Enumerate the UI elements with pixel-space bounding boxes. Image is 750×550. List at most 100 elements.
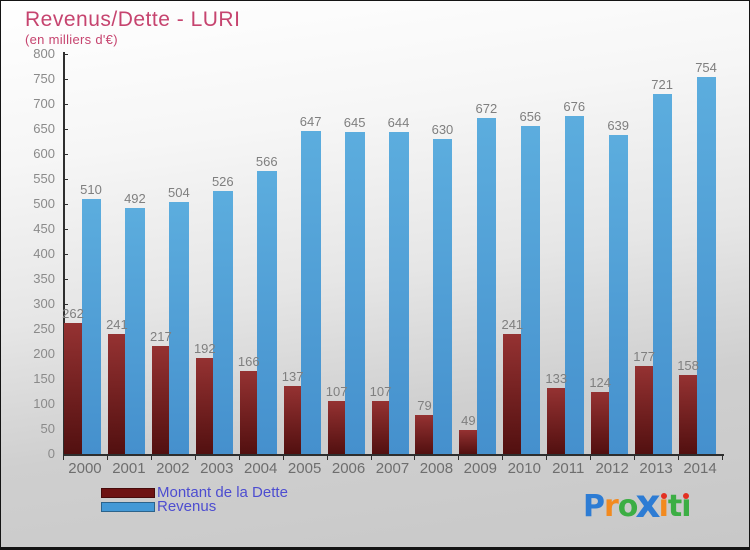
y-axis-label: 50: [40, 421, 55, 436]
x-axis-label: 2000: [68, 460, 102, 477]
x-tick: [722, 454, 723, 460]
bar-dette: [107, 333, 126, 454]
bar-dette: [195, 358, 214, 454]
bar-value-label: 639: [607, 117, 630, 133]
bar-revenus: [432, 139, 453, 454]
bar-value-label: 492: [124, 191, 146, 206]
x-axis-label: 2006: [331, 460, 366, 477]
y-tick: [63, 79, 68, 80]
y-axis-label: 450: [33, 221, 55, 236]
x-tick: [502, 454, 504, 460]
x-tick: [678, 454, 680, 460]
x-tick: [590, 454, 592, 460]
bar-value-label: 647: [299, 113, 322, 129]
bar-dette: [151, 345, 170, 454]
x-axis-label: 2008: [419, 460, 454, 477]
logo-letter-dot: [660, 493, 667, 499]
y-axis-label: 150: [33, 371, 55, 386]
legend-swatch-revenus: [101, 502, 155, 512]
y-tick: [63, 54, 68, 55]
bar-dette: [283, 385, 302, 454]
bar-value-label: 137: [281, 368, 304, 384]
bar-value-label: 192: [193, 341, 216, 356]
y-axis-label: 350: [33, 271, 55, 286]
x-axis-label: 2007: [375, 460, 410, 477]
legend-item-dette: Montant de la Dette: [101, 484, 288, 501]
y-tick: [63, 254, 68, 255]
bar-revenus: [257, 171, 277, 454]
bar-dette: [503, 333, 521, 454]
bar-value-label: 49: [461, 412, 476, 428]
y-axis-label: 750: [33, 71, 55, 86]
logo-letter: r: [604, 489, 619, 524]
bar-revenus: [301, 130, 321, 454]
logo-letter: P: [583, 489, 605, 524]
x-axis-label: 2013: [639, 460, 673, 477]
x-tick: [546, 454, 548, 460]
bar-value-label: 133: [545, 370, 568, 386]
y-axis-label: 700: [33, 96, 55, 111]
y-tick: [63, 454, 68, 455]
bar-dette: [635, 365, 653, 454]
y-tick: [63, 154, 68, 155]
x-tick: [458, 454, 460, 460]
logo-letter-dot: [683, 493, 690, 499]
bar-dette: [239, 371, 258, 454]
logo-letter: ı: [681, 489, 692, 524]
bar-revenus: [652, 93, 673, 454]
y-tick: [63, 179, 68, 180]
x-axis-label: 2004: [243, 460, 278, 477]
y-tick: [63, 304, 68, 305]
x-tick: [106, 454, 108, 460]
bar-dette: [679, 375, 697, 454]
bar-value-label: 79: [417, 397, 432, 413]
logo-letter: x: [635, 482, 661, 527]
y-tick: [63, 279, 68, 280]
bar-dette: [371, 400, 390, 454]
bar-dette: [415, 414, 433, 454]
y-axis-label: 200: [33, 346, 55, 361]
y-axis-label: 650: [33, 121, 55, 136]
y-axis-label: 300: [33, 296, 55, 311]
y-tick: [63, 129, 68, 130]
bar-value-label: 504: [168, 185, 190, 200]
bar-value-label: 645: [343, 114, 366, 130]
x-tick: [282, 454, 284, 460]
x-tick: [63, 454, 64, 460]
bar-value-label: 656: [519, 109, 542, 124]
x-axis-label: 2005: [287, 460, 322, 477]
bar-revenus: [696, 77, 717, 454]
bar-value-label: 177: [633, 348, 655, 364]
legend-label-dette: Montant de la Dette: [157, 484, 288, 501]
bar-value-label: 676: [563, 99, 586, 114]
bar-value-label: 107: [325, 383, 348, 399]
bar-value-label: 124: [589, 375, 612, 390]
bar-revenus: [213, 191, 233, 454]
bar-revenus: [476, 118, 497, 454]
bar-value-label: 262: [62, 306, 84, 321]
y-axis-label: 0: [47, 446, 55, 461]
logo-letter: ı: [658, 489, 669, 524]
x-tick: [370, 454, 372, 460]
bar-value-label: 510: [80, 182, 102, 197]
legend-swatch-dette: [101, 488, 155, 498]
y-axis-label: 800: [33, 46, 55, 61]
x-tick: [238, 454, 240, 460]
x-axis: [63, 454, 724, 456]
x-axis-label: 2011: [552, 460, 585, 477]
bar-revenus: [389, 132, 409, 454]
y-axis-label: 600: [33, 146, 55, 161]
x-tick: [150, 454, 152, 460]
x-axis-label: 2001: [112, 460, 146, 477]
bar-value-label: 241: [501, 316, 524, 332]
bar-dette: [591, 392, 609, 454]
bar-value-label: 754: [695, 60, 717, 75]
bar-revenus: [520, 126, 541, 454]
y-tick: [63, 104, 68, 105]
logo-letter: t: [667, 489, 683, 524]
bar-value-label: 721: [651, 76, 673, 92]
x-axis-label: 2002: [156, 460, 190, 477]
y-axis-label: 550: [33, 171, 55, 186]
